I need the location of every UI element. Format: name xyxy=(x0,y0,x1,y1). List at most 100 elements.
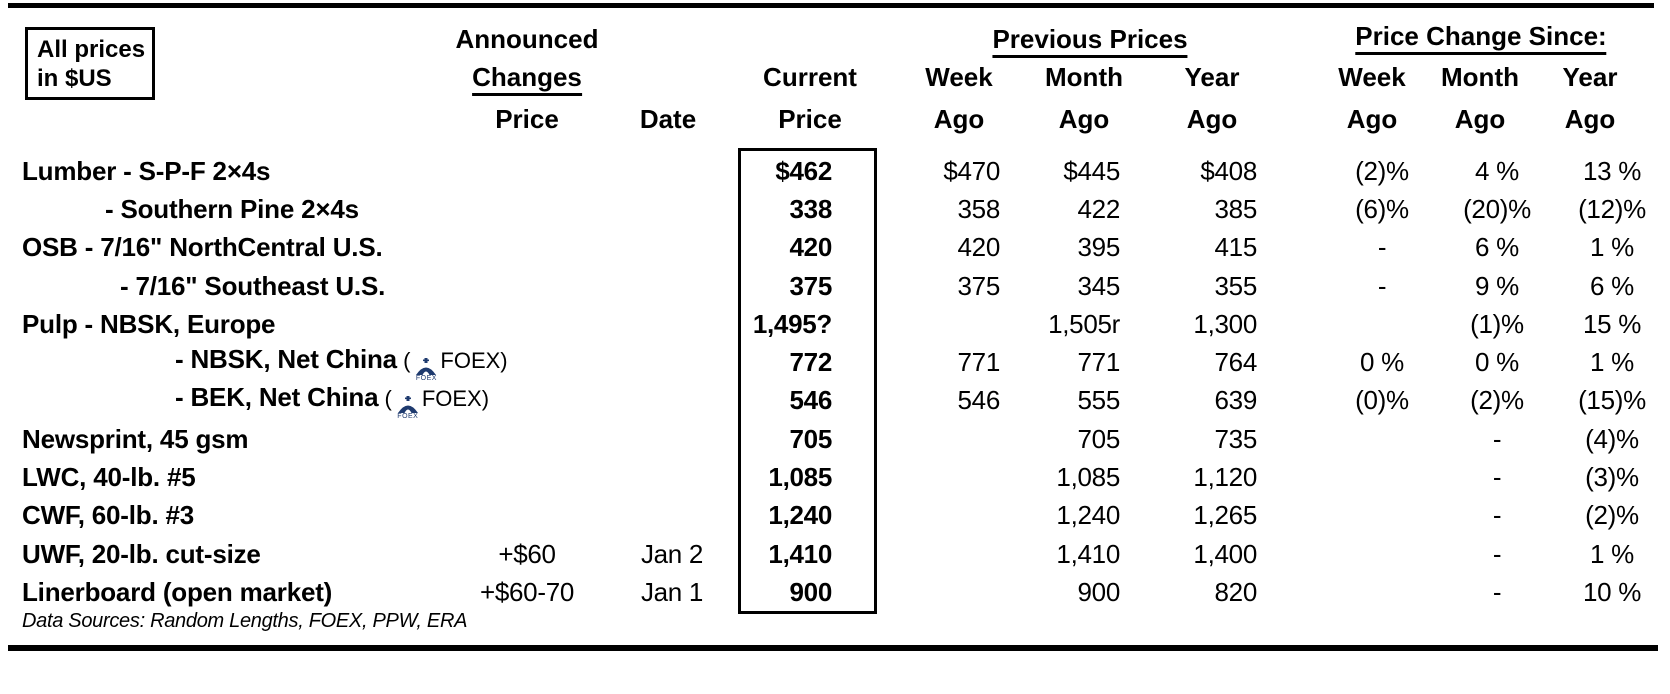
cell-change-week: (2)% xyxy=(1355,155,1409,186)
cell-change-year: 10 % xyxy=(1582,576,1642,607)
cell-change-year: 6 % xyxy=(1590,270,1634,301)
cell-year-ago: 820 xyxy=(1214,576,1258,607)
cell-change-year: 1 % xyxy=(1590,232,1634,263)
cell-week-ago: 546 xyxy=(957,385,1001,416)
all-prices-note-box: All prices in $US xyxy=(25,27,155,100)
cell-month-ago: 395 xyxy=(1077,232,1121,263)
cell-change-month: 4 % xyxy=(1475,155,1519,186)
cell-year-ago: 1,400 xyxy=(1193,538,1257,569)
table-row: LWC, 40-lb. #5 1,085 1,085 1,120 - (3)% xyxy=(0,458,1670,496)
cell-change-year: 1 % xyxy=(1590,347,1634,378)
cell-current-price: 772 xyxy=(789,347,833,378)
chg-week-header: Week xyxy=(1338,62,1406,92)
row-label: Pulp - NBSK, Europe xyxy=(22,308,276,339)
cell-current-price: 705 xyxy=(789,423,833,454)
row-label-cell: LWC, 40-lb. #5 xyxy=(0,462,438,493)
cell-change-year: (15)% xyxy=(1578,385,1646,416)
table-row: - BEK, Net China (FOEX FOEX) 546 546 555 … xyxy=(0,382,1670,420)
row-label-cell: CWF, 60-lb. #3 xyxy=(0,500,438,531)
cell-week-ago: $470 xyxy=(943,155,1000,186)
cell-announced-price: +$60 xyxy=(498,538,556,569)
foex-note: ( FOEX FOEX) xyxy=(397,347,508,382)
foex-logo-icon: FOEX xyxy=(415,357,437,382)
table-row: Newsprint, 45 gsm 705 705 735 - (4)% xyxy=(0,420,1670,458)
row-label: Linerboard (open market) xyxy=(22,576,333,607)
note-line-1: All prices xyxy=(37,36,146,63)
cell-month-ago: 422 xyxy=(1077,193,1121,224)
foex-logo-caption: FOEX xyxy=(415,374,437,382)
table-row: - Southern Pine 2×4s 338 358 422 385 (6)… xyxy=(0,190,1670,228)
cell-change-week: 0 % xyxy=(1360,347,1404,378)
announced-header: Announced xyxy=(455,24,599,54)
cell-announced-date: Jan 1 xyxy=(640,576,704,607)
cell-change-month: - xyxy=(1492,423,1502,454)
cell-change-year: 15 % xyxy=(1582,308,1642,339)
row-label: - BEK, Net China xyxy=(175,381,379,412)
cell-change-week: - xyxy=(1377,232,1387,263)
prev-year-ago: Ago xyxy=(1186,104,1238,134)
row-label-cell: OSB - 7/16" NorthCentral U.S. xyxy=(0,232,438,263)
foex-close-text: FOEX) xyxy=(440,347,508,373)
foex-open-paren: ( xyxy=(384,385,392,411)
cell-year-ago: 385 xyxy=(1214,193,1258,224)
bottom-rule xyxy=(8,645,1658,651)
row-label-cell: Pulp - NBSK, Europe xyxy=(0,309,438,340)
cell-change-year: 1 % xyxy=(1590,538,1634,569)
cell-month-ago: 1,240 xyxy=(1056,500,1120,531)
cell-week-ago: 420 xyxy=(957,232,1001,263)
cell-change-week: (6)% xyxy=(1355,193,1409,224)
cell-year-ago: 735 xyxy=(1214,423,1258,454)
top-rule xyxy=(8,3,1654,8)
previous-prices-header-text: Previous Prices xyxy=(992,24,1188,58)
table-row: CWF, 60-lb. #3 1,240 1,240 1,265 - (2)% xyxy=(0,497,1670,535)
cell-change-year: (12)% xyxy=(1578,193,1646,224)
cell-current-price: 546 xyxy=(789,385,833,416)
cell-year-ago: 1,265 xyxy=(1193,500,1257,531)
cell-year-ago: $408 xyxy=(1200,155,1257,186)
table-row: OSB - 7/16" NorthCentral U.S. 420 420 39… xyxy=(0,229,1670,267)
previous-prices-header: Previous Prices xyxy=(992,24,1188,58)
row-label-cell: - 7/16" Southeast U.S. xyxy=(0,271,438,302)
price-change-since-header: Price Change Since: xyxy=(1355,21,1607,55)
cell-change-year: (2)% xyxy=(1585,500,1639,531)
cell-announced-price: +$60-70 xyxy=(479,576,575,607)
row-label-cell: Newsprint, 45 gsm xyxy=(0,424,438,455)
cell-year-ago: 1,300 xyxy=(1193,308,1257,339)
cell-change-month: 9 % xyxy=(1475,270,1519,301)
prev-week-ago: Ago xyxy=(933,104,985,134)
cell-current-price: 1,240 xyxy=(768,500,832,531)
prev-month-header: Month xyxy=(1045,62,1123,92)
chg-month-ago: Ago xyxy=(1454,104,1506,134)
table-row: UWF, 20-lb. cut-size +$60 Jan 2 1,410 1,… xyxy=(0,535,1670,573)
current-header-line1: Current xyxy=(763,62,857,92)
cell-change-week: (0)% xyxy=(1355,385,1409,416)
row-label-cell: - Southern Pine 2×4s xyxy=(0,194,438,225)
table-row: Pulp - NBSK, Europe 1,495? 1,505r 1,300 … xyxy=(0,305,1670,343)
cell-current-price: 338 xyxy=(789,193,833,224)
cell-change-month: - xyxy=(1492,576,1502,607)
cell-current-price: $462 xyxy=(775,155,832,186)
cell-month-ago: 705 xyxy=(1077,423,1121,454)
cell-month-ago: 1,085 xyxy=(1056,462,1120,493)
date-header: Date xyxy=(639,104,697,134)
cell-change-month: (2)% xyxy=(1470,385,1524,416)
cell-announced-date: Jan 2 xyxy=(640,538,704,569)
cell-month-ago: 900 xyxy=(1077,576,1121,607)
cell-month-ago: 345 xyxy=(1077,270,1121,301)
row-label: - Southern Pine 2×4s xyxy=(105,193,359,224)
row-label: - NBSK, Net China xyxy=(175,343,397,374)
chg-month-header: Month xyxy=(1441,62,1519,92)
cell-month-ago: 1,505r xyxy=(1048,308,1120,339)
announced-price-header: Price xyxy=(495,104,559,134)
data-sources-footnote: Data Sources: Random Lengths, FOEX, PPW,… xyxy=(22,610,468,632)
cell-current-price: 1,085 xyxy=(768,462,832,493)
cell-year-ago: 764 xyxy=(1214,347,1258,378)
row-label: LWC, 40-lb. #5 xyxy=(22,462,196,493)
prev-week-header: Week xyxy=(925,62,993,92)
foex-logo-icon: FOEX xyxy=(397,395,419,420)
cell-change-month: (20)% xyxy=(1463,193,1531,224)
row-label: OSB - 7/16" NorthCentral U.S. xyxy=(22,232,383,263)
row-label-cell: - BEK, Net China (FOEX FOEX) xyxy=(0,381,489,420)
foex-open-paren: ( xyxy=(403,347,411,373)
chg-year-header: Year xyxy=(1562,62,1618,92)
